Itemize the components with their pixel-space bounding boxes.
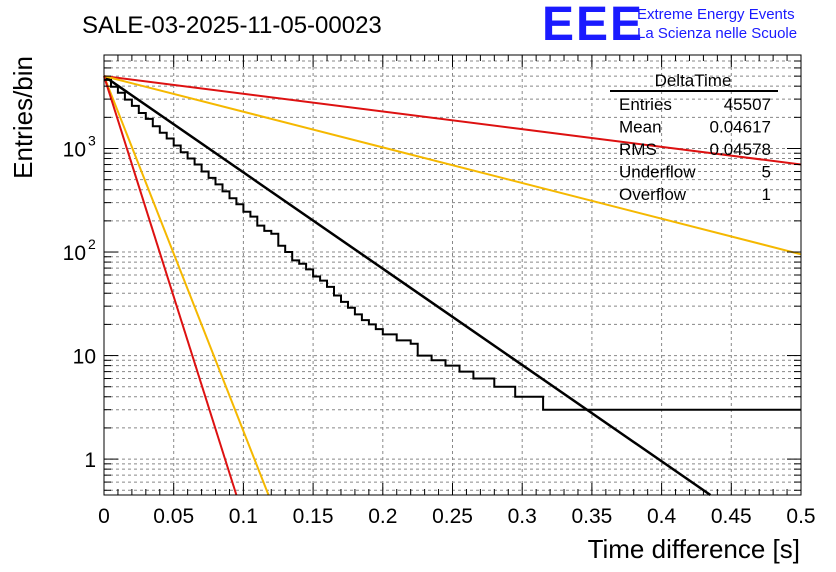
y-tick-label: 10 xyxy=(63,138,86,161)
stats-label: Entries xyxy=(619,95,672,114)
x-tick-label: 0.35 xyxy=(571,505,612,528)
y-tick-label: 10 xyxy=(63,242,86,265)
x-tick-label: 0.2 xyxy=(368,505,397,528)
x-tick-label: 0.45 xyxy=(711,505,752,528)
axis-ticks: 0 0.05 0.1 0.15 0.2 0.25 0.3 0.35 0.4 0.45 0.5 1 10 1… xyxy=(63,54,816,528)
stats-value: 0.04578 xyxy=(710,140,771,159)
x-tick-label: 0.15 xyxy=(293,505,334,528)
plot-frame xyxy=(103,54,802,496)
stats-label: Overflow xyxy=(619,185,687,204)
histogram-steps xyxy=(104,78,801,411)
y-tick-label: 1 xyxy=(84,449,96,472)
x-tick-label: 0.3 xyxy=(508,505,537,528)
x-tick-label: 0.4 xyxy=(647,505,677,528)
curve-red-slow xyxy=(103,75,802,166)
stats-value: 0.04617 xyxy=(710,118,771,137)
y-tick-exponent: 2 xyxy=(88,236,96,252)
y-tick-label: 10 xyxy=(73,346,96,369)
stats-value: 5 xyxy=(762,163,771,182)
stats-label: Mean xyxy=(619,118,662,137)
x-axis-label: Time difference [s] xyxy=(588,534,800,564)
stats-label: RMS xyxy=(619,140,657,159)
curve-yellow-slow xyxy=(103,75,802,256)
stats-box: DeltaTime Entries 45507 Mean 0.04617 RMS 0.04… xyxy=(610,71,778,204)
x-tick-label: 0 xyxy=(98,505,110,528)
eee-logo: EEE xyxy=(542,0,644,51)
curve-fit xyxy=(103,75,712,497)
curve-red-fast xyxy=(103,75,238,496)
curve-yellow-fast xyxy=(103,75,270,496)
y-tick-exponent: 3 xyxy=(88,132,96,148)
stats-value: 1 xyxy=(762,185,771,204)
org-tagline: La Scienza nelle Scuole xyxy=(637,25,797,42)
x-tick-label: 0.25 xyxy=(432,505,473,528)
stats-title: DeltaTime xyxy=(655,71,732,90)
stats-value: 45507 xyxy=(724,95,771,114)
x-tick-label: 0.5 xyxy=(786,505,815,528)
org-name: Extreme Energy Events xyxy=(637,6,795,23)
x-tick-label: 0.05 xyxy=(153,505,194,528)
y-axis-label: Entries/bin xyxy=(8,56,38,179)
curves xyxy=(103,75,802,497)
stats-label: Underflow xyxy=(619,163,696,182)
x-tick-label: 0.1 xyxy=(229,505,258,528)
chart-title: SALE-03-2025-11-05-00023 xyxy=(82,12,382,39)
